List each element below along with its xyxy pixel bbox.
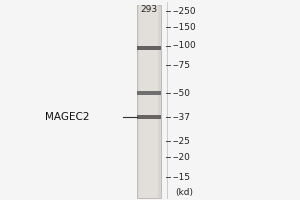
Text: --50: --50 xyxy=(172,88,190,98)
Text: --150: --150 xyxy=(172,22,196,31)
Text: --37: --37 xyxy=(172,112,190,121)
Bar xyxy=(139,5,158,198)
Text: --250: --250 xyxy=(172,6,196,16)
Text: MAGEC2: MAGEC2 xyxy=(46,112,90,122)
Bar xyxy=(136,91,160,95)
Bar xyxy=(136,46,160,50)
Text: --20: --20 xyxy=(172,152,190,162)
Text: --25: --25 xyxy=(172,136,190,146)
Text: --75: --75 xyxy=(172,60,190,70)
Bar xyxy=(136,115,160,119)
Text: --15: --15 xyxy=(172,172,190,182)
Text: (kd): (kd) xyxy=(176,188,194,196)
Text: 293: 293 xyxy=(140,5,157,14)
Bar xyxy=(136,5,160,198)
Text: --100: --100 xyxy=(172,42,196,50)
